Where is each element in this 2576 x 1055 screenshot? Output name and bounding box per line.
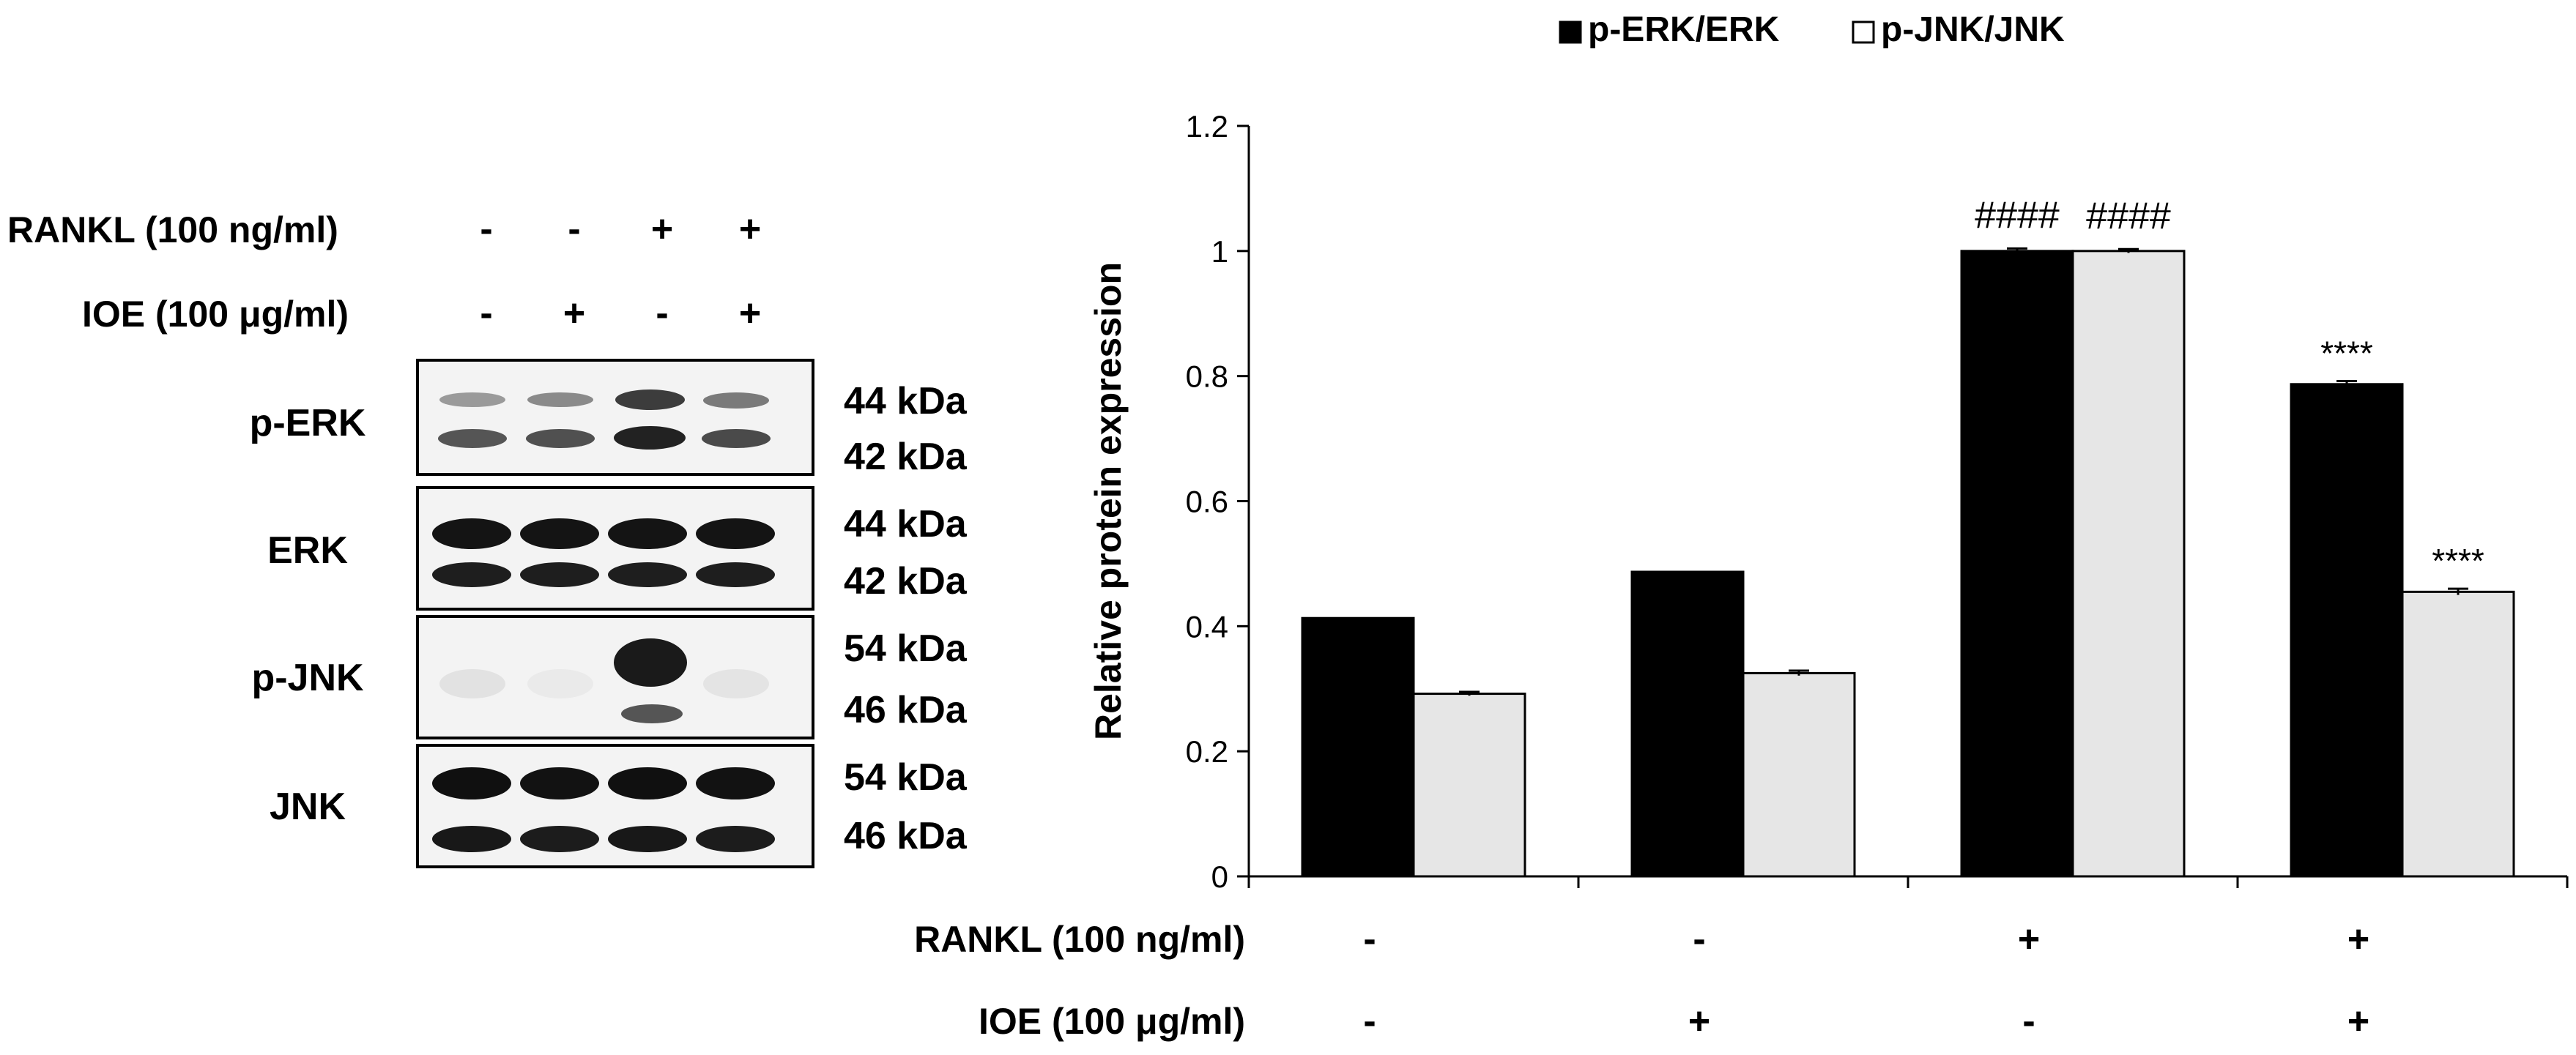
blot-ioe-sign-4: +	[738, 292, 762, 335]
blot-kda-p-erk-upper: 44 kDa	[844, 380, 967, 422]
blot-kda-p-jnk-lower: 46 kDa	[844, 689, 967, 731]
chart-ioe-sign-4: +	[2347, 1000, 2369, 1043]
chart-rankl-sign-2: -	[1693, 918, 1705, 961]
y-tick-label: 0.2	[1186, 734, 1228, 769]
bar-p-jnk-2	[1742, 671, 1856, 878]
bar-p-erk-1	[1301, 616, 1415, 878]
blot-ioe-label: IOE (100 μg/ml)	[82, 294, 349, 335]
y-tick-label: 1.2	[1186, 109, 1228, 143]
y-tick-label: 0	[1211, 860, 1228, 894]
bar-p-jnk-4	[2401, 590, 2515, 878]
blot-ioe-sign-3: -	[656, 292, 669, 335]
y-tick-label: 1	[1211, 234, 1228, 269]
chart-ioe-sign-1: -	[1363, 1000, 1376, 1043]
significance-marker: ****	[2432, 542, 2484, 580]
blot-panel-p-erk	[416, 359, 814, 476]
chart-ioe-sign-2: +	[1688, 1000, 1710, 1043]
significance-marker: ****	[2320, 335, 2373, 373]
significance-marker: ####	[1975, 194, 2060, 236]
chart-rankl-label: RANKL (100 ng/ml)	[914, 919, 1245, 960]
blot-panel-label-erk: ERK	[267, 529, 348, 572]
legend-label-p-jnk: p-JNK/JNK	[1881, 10, 2065, 49]
bar-p-jnk-1	[1412, 693, 1526, 878]
blot-rankl-sign-2: -	[568, 208, 581, 250]
legend-swatch-p-erk	[1559, 20, 1582, 44]
blot-panel-label-p-jnk: p-JNK	[251, 657, 364, 699]
bar-p-erk-4	[2290, 383, 2404, 878]
blot-panel-label-p-erk: p-ERK	[249, 402, 366, 444]
blot-rankl-sign-3: +	[650, 208, 674, 250]
blot-panel-label-jnk: JNK	[269, 786, 346, 828]
blot-panel-erk	[416, 486, 814, 611]
y-axis-label: Relative protein expression	[1088, 262, 1129, 740]
chart-rankl-sign-1: -	[1363, 918, 1376, 961]
y-tick-label: 0.4	[1186, 609, 1228, 644]
bar-p-erk-2	[1630, 570, 1745, 878]
blot-kda-p-jnk-upper: 54 kDa	[844, 627, 967, 670]
chart-rankl-sign-4: +	[2347, 918, 2369, 961]
bar-p-erk-3	[1960, 250, 2074, 878]
blot-rankl-sign-4: +	[738, 208, 762, 250]
blot-panel-jnk	[416, 744, 814, 868]
significance-marker: ####	[2086, 195, 2171, 237]
legend-swatch-p-jnk	[1852, 20, 1875, 44]
blot-panel-p-jnk	[416, 615, 814, 739]
blot-rankl-sign-1: -	[480, 208, 493, 250]
y-tick-label: 0.6	[1186, 485, 1228, 519]
blot-rankl-label: RANKL (100 ng/ml)	[7, 209, 338, 250]
chart-rankl-sign-3: +	[2018, 918, 2040, 961]
blot-kda-p-erk-lower: 42 kDa	[844, 436, 967, 478]
blot-kda-jnk-upper: 54 kDa	[844, 756, 967, 799]
blot-kda-jnk-lower: 46 kDa	[844, 815, 967, 857]
blot-ioe-sign-1: -	[480, 292, 493, 335]
chart-ioe-label: IOE (100 μg/ml)	[979, 1001, 1245, 1042]
chart-ioe-sign-3: -	[2022, 1000, 2035, 1043]
blot-kda-erk-lower: 42 kDa	[844, 560, 967, 603]
blot-kda-erk-upper: 44 kDa	[844, 503, 967, 545]
blot-ioe-sign-2: +	[563, 292, 586, 335]
y-tick-label: 0.8	[1186, 359, 1228, 394]
legend-label-p-erk: p-ERK/ERK	[1588, 10, 1780, 49]
bar-p-jnk-3	[2071, 250, 2186, 878]
